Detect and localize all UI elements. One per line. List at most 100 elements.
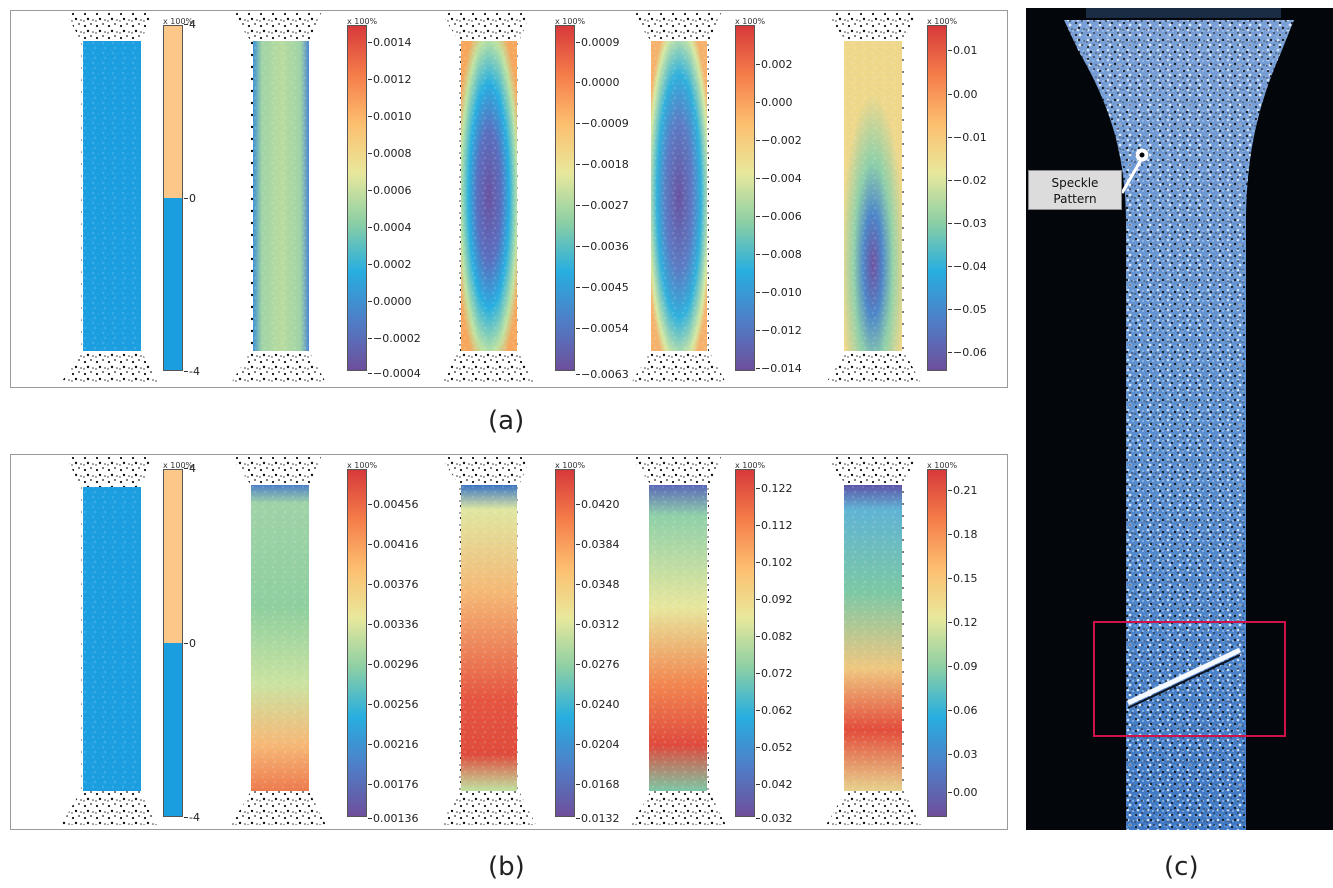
multiplier-label: x 100% [347,461,378,470]
multiplier-label: x 100% [555,461,586,470]
tick-label: 0.0312 [576,618,620,631]
tick-label: −0.0009 [576,117,629,130]
colorbar-swatch [735,25,755,371]
tick-label: 0.062 [756,704,793,717]
tick-label: 0.0384 [576,538,620,551]
tick-label: 0.00336 [368,618,419,631]
tick-label: 0.12 [948,616,978,629]
tick-label: 0.00416 [368,538,419,551]
tick-label: −0.0002 [368,332,421,345]
caption-a: (a) [488,406,525,436]
specimen-b-2 [231,457,326,825]
caption-b: (b) [488,852,525,882]
tick-label: 0.072 [756,667,793,680]
specimen-a-2 [231,13,326,383]
specimen-a-4 [631,13,726,383]
tick-label: 0.21 [948,484,978,497]
tick-label: −0.0054 [576,322,629,335]
panel-b-map-1: x 100% 4 0 -4 [11,455,211,829]
tick-label: 0.09 [948,660,978,673]
speckle-specimen-photo [1064,8,1294,830]
multiplier-label: x 100% [927,461,958,470]
tick-label: 0.00216 [368,738,419,751]
colorbar-swatch [347,469,367,817]
colorbar-swatch [555,469,575,817]
tick-label: 0.0204 [576,738,620,751]
tick-label: 0.0006 [368,184,412,197]
multiplier-label: x 100% [163,461,194,470]
tick-label: −0.008 [756,248,802,261]
caption-c: (c) [1164,852,1199,882]
tick-label: 0.032 [756,812,793,825]
panel-a-map-5: x 100% 0.01 0.00 −0.01 −0.02 −0.03 −0.04… [811,11,1007,387]
tick-label: 0.052 [756,741,793,754]
tick-label: −0.0004 [368,367,421,380]
colorbar-swatch [163,469,183,817]
tick-label: −0.004 [756,172,802,185]
panel-a-map-1: x 100% 4 0 -4 [11,11,211,387]
tick-label: −0.006 [756,210,802,223]
specimen-b-1 [61,457,159,825]
tick-label: 0.002 [756,58,793,71]
panel-a-map-4: x 100% 0.002 0.000 −0.002 −0.004 −0.006 … [611,11,811,387]
tick-label: −0.0018 [576,158,629,171]
tick-label: 0.0000 [576,76,620,89]
tick-label: 0.042 [756,778,793,791]
tick-label: 0.112 [756,519,793,532]
tick-label: 0.06 [948,704,978,717]
multiplier-label: x 100% [927,17,958,26]
specimen-a-1 [61,13,159,383]
tick-label: 0.082 [756,630,793,643]
tick-label: 0.0132 [576,812,620,825]
tick-label: 0.00136 [368,812,419,825]
colorbar-swatch [927,25,947,371]
tick-label: 0.00176 [368,778,419,791]
tick-label: -4 [184,811,200,824]
tick-label: −0.04 [948,260,987,273]
tick-label: −0.0027 [576,199,629,212]
tick-label: −0.05 [948,303,987,316]
specimen-a-5 [826,13,921,383]
specimen-b-5 [826,457,921,825]
panel-b-map-3: x 100% 0.0420 0.0384 0.0348 0.0312 0.027… [411,455,620,829]
tick-label: 0.00 [948,88,978,101]
tick-label: 0.0004 [368,221,412,234]
tick-label: −0.012 [756,324,802,337]
tick-label: −0.0036 [576,240,629,253]
colorbar-swatch [347,25,367,371]
panel-b-strain-maps: x 100% 4 0 -4 x 100% 0.00456 0.00416 0.0… [10,454,1008,830]
specimen-a-3 [441,13,536,383]
colorbar-swatch [735,469,755,817]
tick-label: 0.000 [756,96,793,109]
tick-label: 0.0276 [576,658,620,671]
tick-label: 0.122 [756,482,793,495]
crack-highlight-box [1093,621,1286,737]
tick-label: 0.18 [948,528,978,541]
tick-label: 0 [184,192,196,205]
panel-b-map-5: x 100% 0.21 0.18 0.15 0.12 0.09 0.06 0.0… [811,455,1007,829]
tick-label: −0.010 [756,286,802,299]
multiplier-label: x 100% [735,461,766,470]
tick-label: −0.0045 [576,281,629,294]
tick-label: 0.00296 [368,658,419,671]
tick-label: 0.102 [756,556,793,569]
colorbar-swatch [163,25,183,371]
tick-label: 0.03 [948,748,978,761]
tick-label: −0.01 [948,131,987,144]
tick-label: 0.0008 [368,147,412,160]
tick-label: −0.002 [756,134,802,147]
tick-label: −0.03 [948,217,987,230]
tick-label: 0.0348 [576,578,620,591]
tick-label: 0.0002 [368,258,412,271]
tick-label: −0.014 [756,362,802,375]
tick-label: 0.0168 [576,778,620,791]
tick-label: 0.0000 [368,295,412,308]
tick-label: −0.06 [948,346,987,359]
tick-label: -4 [184,365,200,378]
tick-label: 0.00256 [368,698,419,711]
tick-label: 0.01 [948,44,978,57]
tick-label: 0.092 [756,593,793,606]
multiplier-label: x 100% [555,17,586,26]
crack-line [1126,647,1242,706]
tick-label: −0.0063 [576,368,629,381]
